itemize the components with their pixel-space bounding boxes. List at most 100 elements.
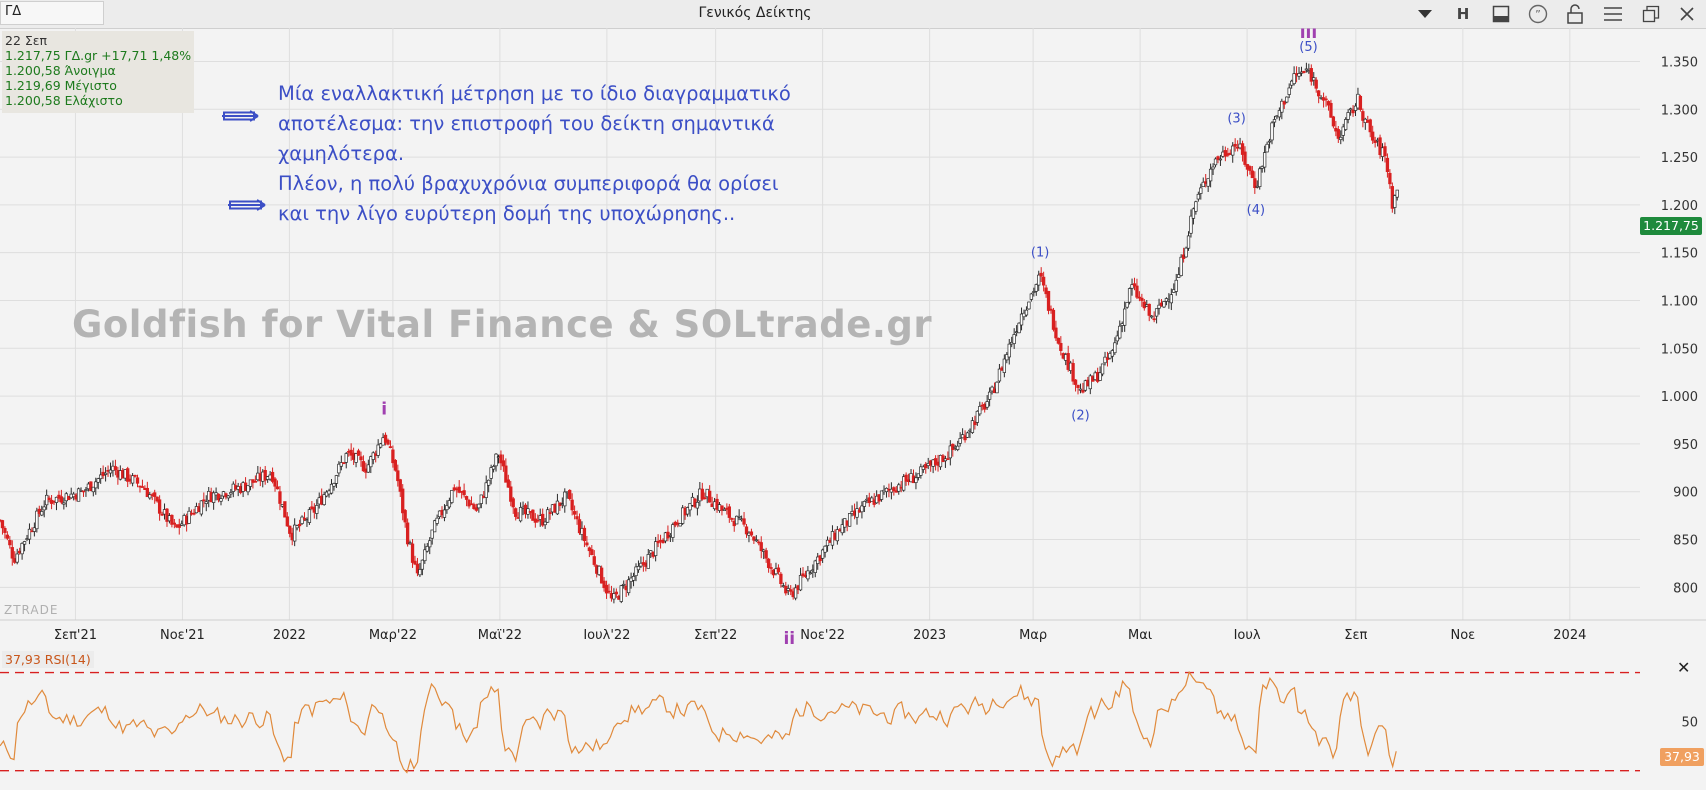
y-tick-label: 900 — [1673, 486, 1698, 501]
candle-body — [631, 576, 636, 581]
candle-body — [1348, 108, 1353, 111]
candle-body — [1132, 283, 1137, 287]
candle-body — [410, 543, 415, 563]
candle-body — [813, 560, 817, 573]
close-window-icon[interactable] — [1674, 3, 1700, 25]
candle-body — [685, 507, 690, 515]
dropdown-arrow-icon[interactable] — [1412, 3, 1438, 25]
candle-body — [371, 452, 375, 460]
candle-body — [487, 479, 491, 486]
candle-body — [1243, 151, 1247, 165]
candle-body — [975, 410, 979, 423]
candle-body — [1346, 112, 1350, 120]
ohlc-info-box: 22 Σεπ 1.217,75 ΓΔ.gr +17,71 1,48% 1.200… — [2, 31, 194, 113]
arrow-icon-body-2 — [229, 200, 262, 210]
candle-body — [224, 493, 228, 498]
candle-body — [1213, 158, 1218, 166]
candle-body — [442, 509, 447, 518]
candle-body — [133, 474, 137, 477]
candle-body — [1250, 170, 1255, 179]
candle-body — [688, 503, 692, 511]
candle-body — [405, 522, 410, 545]
candle-body — [216, 493, 221, 501]
candle-body — [229, 492, 233, 495]
candle-body — [612, 593, 616, 600]
candle-body — [1056, 337, 1061, 344]
candle-body — [744, 526, 749, 535]
candle-body — [283, 501, 287, 518]
candle-body — [275, 486, 280, 490]
candle-body — [1012, 334, 1016, 344]
candle-body — [89, 481, 93, 491]
rsi-chart[interactable]: 50 — [0, 648, 1706, 790]
layout-icon[interactable] — [1488, 3, 1514, 25]
candle-body — [401, 488, 405, 514]
candle-body — [720, 505, 724, 511]
symbol-input[interactable]: ΓΔ — [0, 1, 104, 25]
candle-body — [653, 541, 658, 556]
candle-body — [1292, 73, 1296, 85]
candle-body — [1285, 96, 1289, 103]
menu-icon[interactable] — [1600, 3, 1626, 25]
candle-body — [749, 531, 754, 536]
candle-body — [54, 496, 59, 503]
candle-body — [1385, 157, 1390, 173]
comment-icon[interactable]: ” — [1525, 3, 1551, 25]
close-rsi-icon[interactable]: ✕ — [1677, 658, 1691, 677]
x-tick-label: 2024 — [1553, 628, 1586, 643]
candle-body — [378, 443, 383, 448]
h-button[interactable]: H — [1456, 5, 1470, 23]
candle-body — [420, 559, 425, 570]
candle-body — [47, 497, 51, 500]
price-chart[interactable]: 800 850 900 950 1.000 1.050 1.100 1.150 1.200 1.2… — [0, 28, 1706, 646]
candle-body — [997, 368, 1002, 382]
candle-body — [1267, 140, 1272, 143]
candle-body — [1049, 308, 1053, 311]
candle-body — [204, 501, 208, 504]
candle-body — [423, 549, 427, 562]
candle-body — [22, 541, 27, 545]
candle-body — [467, 500, 471, 507]
restore-window-icon[interactable] — [1638, 3, 1664, 25]
rsi-legend[interactable]: 37,93 RSI(14) — [2, 651, 94, 668]
candle-body — [1368, 119, 1372, 133]
candle-body — [965, 432, 970, 438]
candle-body — [339, 462, 343, 467]
candle-body — [1123, 308, 1127, 326]
candle-body — [1358, 95, 1363, 110]
candle-body — [1100, 363, 1105, 375]
info-open: 1.200,58 Άνοιγμα — [5, 63, 116, 78]
annotation-paragraph-1: Μία εναλλακτική μέτρηση με το ίδιο διαγρ… — [278, 82, 791, 165]
lock-icon[interactable] — [1562, 3, 1588, 25]
candle-body — [703, 497, 707, 500]
candle-body — [322, 494, 326, 506]
candle-body — [1054, 327, 1058, 339]
candle-body — [344, 453, 348, 463]
candle-body — [1216, 156, 1220, 160]
candle-body — [759, 542, 763, 552]
candle-body — [820, 549, 825, 559]
candle-body — [20, 542, 24, 555]
candle-body — [376, 444, 380, 456]
candle-body — [398, 479, 402, 492]
candle-body — [1371, 131, 1375, 141]
candle-body — [1140, 297, 1144, 301]
candle-body — [366, 464, 370, 473]
candle-body — [413, 560, 417, 565]
info-high: 1.219,69 Μέγιστο — [5, 78, 117, 93]
candle-body — [646, 554, 650, 569]
candle-body — [1282, 101, 1286, 105]
candles — [0, 62, 1399, 604]
candle-body — [919, 466, 923, 476]
candle-body — [84, 489, 88, 491]
candle-body — [634, 566, 638, 577]
candle-body — [472, 504, 476, 509]
candle-body — [727, 506, 731, 518]
candle-body — [1039, 272, 1043, 277]
candle-body — [801, 573, 805, 576]
candle-body — [695, 501, 700, 509]
candle-body — [604, 584, 609, 594]
candle-body — [970, 420, 975, 433]
candle-body — [428, 540, 432, 548]
candle-body — [1297, 73, 1301, 77]
